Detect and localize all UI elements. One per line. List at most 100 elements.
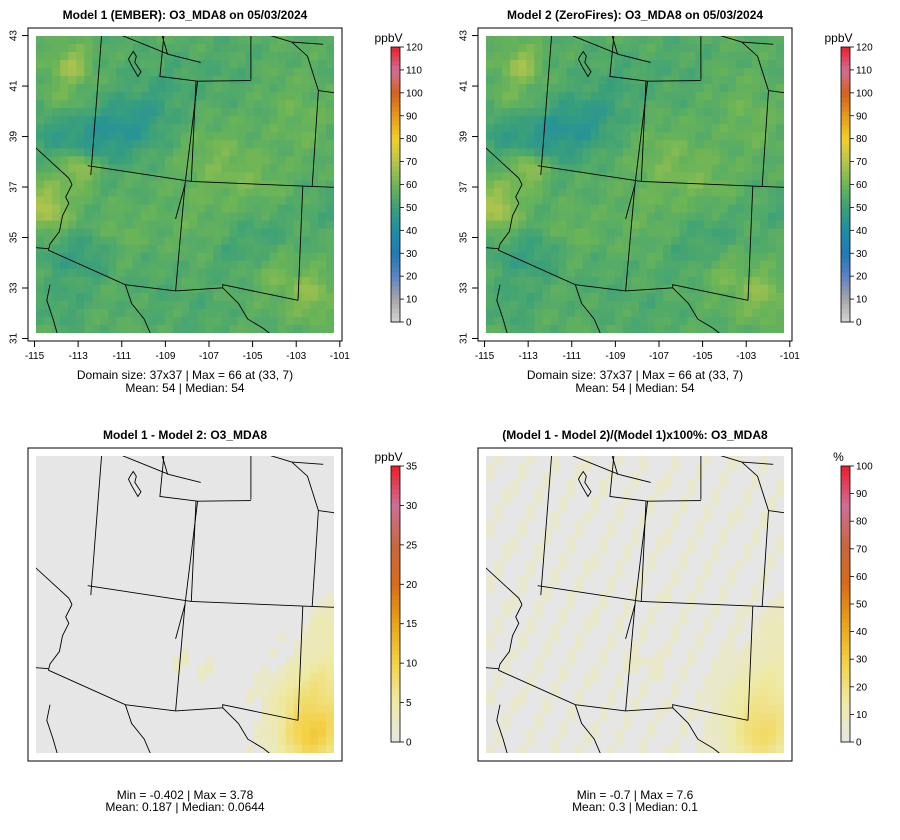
grid-cell [261, 696, 271, 706]
colorbar-segment [391, 202, 400, 209]
grid-cell [229, 164, 238, 173]
colorbar-segment [841, 202, 850, 209]
grid-cell [285, 704, 295, 714]
grid-cell [550, 276, 559, 286]
grid-cell [622, 148, 632, 157]
grid-cell [518, 156, 527, 165]
grid-cell [542, 308, 551, 318]
grid-cell [309, 672, 319, 682]
grid-cell [502, 236, 511, 246]
y-tick-label: 43 [9, 30, 20, 42]
grid-cell [767, 108, 777, 117]
grid-cell [213, 124, 222, 133]
grid-cell [269, 196, 279, 206]
grid-cell [663, 324, 672, 333]
grid-cell [695, 172, 704, 181]
grid-cell [148, 220, 158, 230]
grid-cell [598, 592, 608, 601]
grid-cell [325, 172, 334, 181]
grid-cell [566, 592, 576, 601]
grid-cell [622, 124, 632, 133]
grid-cell [486, 36, 495, 45]
grid-cell [590, 672, 600, 682]
colorbar-segment [391, 271, 400, 277]
grid-cell [687, 480, 696, 489]
grid-cell [751, 744, 761, 753]
grid-cell [735, 324, 745, 333]
y-tick-label: 37 [459, 181, 470, 193]
grid-cell [703, 268, 713, 278]
grid-cell [759, 220, 769, 230]
colorbar-segment [841, 737, 850, 743]
grid-cell [719, 704, 729, 714]
grid-cell [695, 220, 704, 230]
grid-cell [510, 276, 519, 286]
grid-cell [743, 544, 753, 553]
grid-cell [582, 60, 592, 69]
x-tick-label: -115 [475, 351, 495, 362]
grid-cell [687, 656, 696, 666]
boundary-line [761, 510, 769, 607]
grid-cell [261, 236, 271, 246]
grid-cell [277, 124, 287, 133]
grid-cell [574, 632, 584, 642]
x-tick-label: -115 [25, 351, 45, 362]
grid-cell [221, 324, 230, 333]
grid-cell [172, 260, 182, 270]
grid-cell [325, 744, 334, 753]
colorbar-segment [391, 152, 400, 158]
grid-cell [639, 244, 648, 254]
grid-cell [172, 84, 182, 93]
boundary-line [36, 567, 73, 605]
grid-cell [486, 52, 495, 61]
grid-cell [671, 92, 680, 101]
grid-cell [735, 688, 745, 698]
grid-cell [550, 84, 559, 93]
grid-cell [663, 472, 672, 481]
colorbar-segment [841, 303, 850, 309]
grid-cell [711, 220, 721, 230]
grid-cell [84, 268, 93, 278]
grid-cell [245, 188, 254, 198]
grid-cell [124, 300, 134, 310]
grid-cell [261, 308, 271, 318]
grid-cell [486, 188, 495, 198]
grid-cell [285, 180, 295, 190]
grid-cell [301, 204, 311, 214]
grid-cell [566, 108, 576, 117]
grid-cell [92, 228, 101, 238]
grid-cell [317, 308, 327, 318]
grid-cell [735, 188, 745, 198]
grid-cell [269, 44, 279, 53]
grid-cell [534, 124, 543, 133]
colorbar-segment [391, 498, 400, 504]
grid-cell [703, 196, 713, 206]
grid-cell [582, 76, 592, 85]
boundary-line [297, 606, 304, 721]
grid-cell [68, 148, 77, 157]
grid-cell [566, 84, 576, 93]
grid-cell [574, 188, 584, 198]
grid-cell [36, 164, 45, 173]
grid-cell [582, 456, 592, 465]
grid-cell [140, 220, 150, 230]
grid-cell [526, 268, 535, 278]
grid-cell [719, 688, 729, 698]
grid-cell [719, 472, 729, 481]
grid-cell [197, 236, 206, 246]
grid-cell [639, 316, 648, 326]
grid-cell [301, 108, 311, 117]
grid-cell [52, 84, 61, 93]
grid-cell [703, 324, 713, 333]
grid-cell [285, 292, 295, 302]
grid-cell [550, 60, 559, 69]
colorbar-segment [391, 470, 400, 476]
grid-cell [526, 616, 535, 626]
x-tick-label: -109 [605, 351, 625, 362]
grid-cell [293, 196, 303, 206]
colorbar-segment [391, 221, 400, 227]
grid-cell [751, 108, 761, 117]
grid-cell [630, 212, 640, 222]
grid-cell [751, 84, 761, 93]
grid-cell [52, 220, 61, 230]
